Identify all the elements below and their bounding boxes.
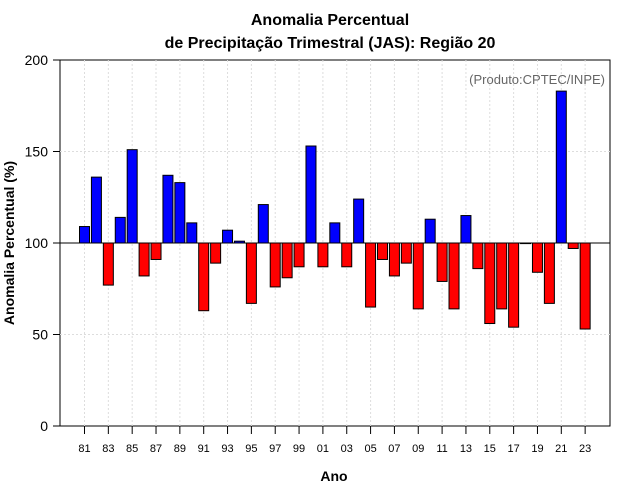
chart-title-line1: Anomalia Percentual [251,12,409,29]
y-axis-label: Anomalia Percentual (%) [1,161,17,325]
bar-1981 [90,176,102,244]
bar-1988 [174,182,186,244]
x-tick-label: 05 [364,443,376,455]
bar-2009 [424,218,436,244]
bar-2015 [496,242,508,310]
x-tick-label: 93 [221,443,233,455]
y-tick-label: 50 [32,327,48,343]
bar-1999 [305,145,317,244]
bar-2020 [555,90,567,244]
bar-1997 [281,242,293,279]
x-tick-label: 23 [579,443,591,455]
bar-1992 [222,229,234,244]
bar-2016 [508,242,520,328]
y-axis-ticks: 0 50 100 150 200 [25,52,60,434]
bar-1991 [210,242,222,264]
bar-1995 [257,204,269,244]
bar-1989 [186,222,198,244]
bar-series [79,90,591,330]
bar-2001 [329,222,341,244]
bar-2012 [460,215,472,244]
bar-2013 [472,242,484,270]
bar-1982 [102,242,114,286]
bar-1994 [245,242,257,304]
x-tick-label: 11 [436,443,447,455]
x-tick-label: 15 [484,443,496,455]
bar-2014 [484,242,496,325]
bar-2003 [353,198,365,244]
grid-lines [60,60,610,426]
x-tick-label: 85 [126,443,138,455]
x-tick-label: 89 [174,443,186,455]
bar-2005 [377,242,388,260]
x-tick-label: 83 [102,443,114,455]
x-axis-ticks: 81 83 85 87 89 91 93 95 97 99 01 03 05 07 09 11 13 15 17 19… [78,426,591,455]
x-tick-label: 19 [531,443,543,455]
bar-2018 [531,242,543,273]
bar-2004 [365,242,377,308]
bar-1996 [269,242,281,288]
bar-2006 [388,242,400,277]
x-tick-label: 81 [78,443,90,455]
x-tick-label: 03 [341,443,353,455]
bar-2002 [341,242,353,268]
bar-1985 [138,242,150,277]
bar-2019 [543,242,555,304]
x-axis-label: Ano [320,468,347,484]
x-tick-label: 01 [317,443,329,455]
bar-2008 [412,242,424,310]
chart-title-line2: de Precipitação Trimestral (JAS): Região… [165,35,496,52]
x-tick-label: 13 [460,443,472,455]
bar-1980 [79,226,90,244]
bar-2000 [317,242,329,268]
bar-1984 [126,149,138,244]
y-tick-label: 150 [25,144,49,160]
bar-2022 [579,242,591,330]
bar-2011 [448,242,460,310]
y-tick-label: 100 [25,235,49,251]
bar-1990 [198,242,210,312]
x-tick-label: 17 [507,443,519,455]
bar-1998 [293,242,305,268]
x-tick-label: 99 [293,443,305,455]
bar-1983 [114,216,126,244]
bar-2010 [436,242,448,282]
bar-2021 [567,242,579,249]
x-tick-label: 21 [555,443,567,455]
x-tick-label: 09 [412,443,424,455]
x-tick-label: 95 [245,443,257,455]
y-tick-label: 0 [40,418,48,434]
bar-1987 [162,174,174,244]
bar-1986 [150,242,162,260]
x-tick-label: 87 [150,443,162,455]
x-tick-label: 97 [269,443,281,455]
y-tick-label: 200 [25,52,49,68]
credit-text: (Produto:CPTEC/INPE) [469,72,605,87]
x-tick-label: 07 [388,443,400,455]
bar-2007 [400,242,412,264]
x-tick-label: 91 [198,443,210,455]
